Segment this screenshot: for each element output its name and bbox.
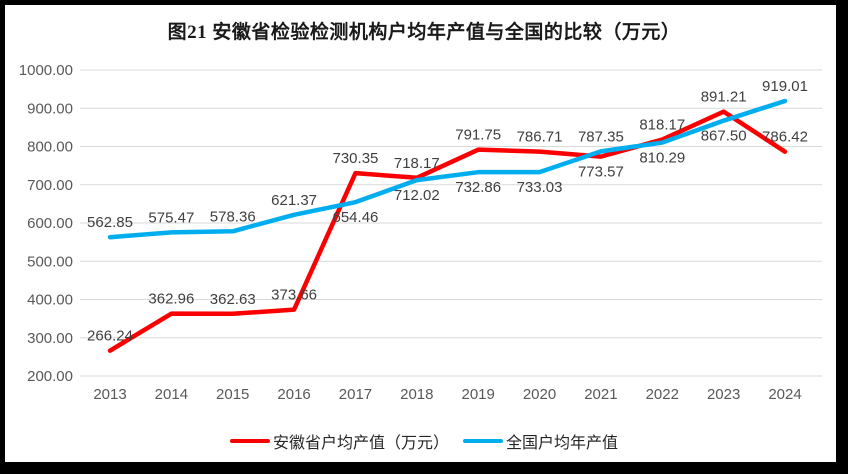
data-label: 562.85 — [87, 214, 133, 231]
frame-border-right — [836, 0, 848, 474]
x-axis-tick-label: 2019 — [461, 386, 494, 403]
y-axis-tick-label: 300.00 — [27, 330, 73, 347]
data-label: 712.02 — [394, 187, 440, 204]
data-label: 718.17 — [394, 155, 440, 172]
y-axis-tick-label: 500.00 — [27, 253, 73, 270]
x-axis-tick-label: 2016 — [277, 386, 310, 403]
frame-border-left — [0, 0, 5, 474]
y-axis-tick-label: 200.00 — [27, 368, 73, 385]
legend-label-national: 全国户均年产值 — [506, 435, 619, 452]
data-label: 373.66 — [271, 287, 317, 304]
y-axis-tick-label: 400.00 — [27, 292, 73, 309]
x-axis-tick-label: 2023 — [707, 386, 740, 403]
x-axis-tick-label: 2014 — [155, 386, 188, 403]
data-label: 810.29 — [639, 150, 685, 167]
frame-border-top — [0, 0, 848, 5]
y-axis-tick-label: 600.00 — [27, 215, 73, 232]
x-axis-tick-label: 2017 — [339, 386, 372, 403]
x-axis-tick-label: 2015 — [216, 386, 249, 403]
chart-title: 图21 安徽省检验检测机构户均年产值与全国的比较（万元） — [167, 22, 681, 43]
legend-swatch-national — [463, 439, 503, 443]
series-line-0 — [107, 109, 788, 353]
x-axis-tick-label: 2020 — [523, 386, 556, 403]
data-label: 362.63 — [210, 291, 256, 308]
data-label: 362.96 — [148, 291, 194, 308]
x-axis-tick-label: 2024 — [768, 386, 801, 403]
legend: 安徽省户均产值（万元） 全国户均年产值 — [0, 429, 848, 453]
legend-swatch-anhui — [229, 439, 270, 443]
data-label: 867.50 — [701, 128, 747, 145]
data-label: 773.57 — [578, 164, 624, 181]
data-label: 919.01 — [762, 78, 808, 95]
x-axis-tick-label: 2021 — [584, 386, 617, 403]
data-label: 578.36 — [210, 208, 256, 225]
data-label: 266.24 — [87, 328, 133, 345]
data-label: 654.46 — [333, 209, 379, 226]
series-line-1 — [107, 98, 788, 240]
x-axis-tick-label: 2022 — [646, 386, 679, 403]
data-label: 787.35 — [578, 128, 624, 145]
x-axis-tick-label: 2018 — [400, 386, 433, 403]
y-axis-tick-label: 700.00 — [27, 177, 73, 194]
y-axis-tick-label: 800.00 — [27, 139, 73, 156]
data-label: 730.35 — [333, 150, 379, 167]
frame-border-bottom — [0, 462, 848, 474]
data-label: 791.75 — [455, 127, 501, 144]
data-label: 621.37 — [271, 192, 317, 209]
data-label: 733.03 — [517, 179, 563, 196]
data-label: 891.21 — [701, 89, 747, 106]
legend-label-anhui: 安徽省户均产值（万元） — [272, 435, 449, 452]
x-axis-tick-label: 2013 — [93, 386, 126, 403]
legend-item-national: 全国户均年产值 — [463, 429, 618, 453]
y-axis-tick-label: 900.00 — [27, 100, 73, 117]
data-label: 575.47 — [148, 209, 194, 226]
data-label: 786.71 — [517, 129, 563, 146]
data-label: 786.42 — [762, 129, 808, 146]
y-axis-tick-label: 1000.00 — [19, 62, 73, 79]
data-label: 732.86 — [455, 179, 501, 196]
data-label: 818.17 — [639, 117, 685, 134]
legend-item-anhui: 安徽省户均产值（万元） — [229, 429, 449, 453]
